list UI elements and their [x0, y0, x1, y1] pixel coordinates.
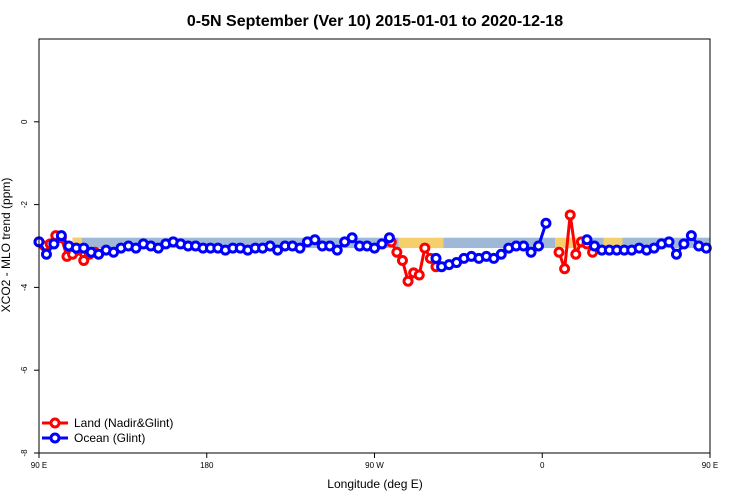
legend-marker — [49, 417, 61, 429]
y-tick-label: -6 — [20, 366, 29, 374]
band-4 — [555, 237, 589, 249]
band-0 — [72, 237, 399, 249]
land-point — [564, 209, 576, 221]
y-tick-label: 0 — [20, 119, 29, 124]
ocean-point — [376, 238, 388, 250]
y-axis: 0 -2 -4 -6 -8 — [20, 119, 39, 457]
ocean-point — [55, 230, 67, 242]
x-tick-label: 0 — [540, 461, 545, 470]
land-point — [570, 248, 582, 260]
ocean-point — [383, 232, 395, 244]
ocean-point — [40, 248, 52, 260]
ocean-point — [700, 242, 712, 254]
ocean-point — [294, 242, 306, 254]
legend-label: Ocean (Glint) — [74, 431, 145, 445]
x-tick-label: 180 — [200, 461, 214, 470]
land-point — [396, 254, 408, 266]
land-point — [402, 275, 414, 287]
ocean-point — [685, 230, 697, 242]
x-tick-label: 90 W — [365, 461, 384, 470]
ocean-point — [670, 248, 682, 260]
x-axis-label: Longitude (deg E) — [327, 477, 422, 491]
ocean-point — [346, 232, 358, 244]
land-point — [553, 246, 565, 258]
ocean-point — [581, 234, 593, 246]
x-tick-label: 90 E — [702, 461, 718, 470]
land-point — [78, 254, 90, 266]
ocean-point — [525, 246, 537, 258]
y-tick-label: -8 — [20, 449, 29, 457]
ocean-point — [533, 240, 545, 252]
ocean-point — [430, 252, 442, 264]
ocean-point — [540, 217, 552, 229]
ocean-point — [331, 244, 343, 256]
y-axis-label: XCO2 - MLO trend (ppm) — [0, 178, 13, 313]
ocean-point — [678, 238, 690, 250]
ocean-point — [309, 234, 321, 246]
land-point — [559, 263, 571, 275]
y-tick-label: -2 — [20, 200, 29, 208]
x-axis: 90 E 180 90 W 0 90 E — [31, 453, 718, 470]
y-tick-label: -4 — [20, 283, 29, 291]
ocean-point — [518, 240, 530, 252]
land-point — [413, 269, 425, 281]
chart-title: 0-5N September (Ver 10) 2015-01-01 to 20… — [187, 13, 563, 30]
legend-marker — [49, 432, 61, 444]
x-tick-label: 90 E — [31, 461, 47, 470]
band-6 — [603, 237, 623, 249]
band-3 — [443, 237, 556, 249]
legend-label: Land (Nadir&Glint) — [74, 416, 173, 430]
ocean-point — [495, 248, 507, 260]
land-point — [419, 242, 431, 254]
series-layer — [33, 209, 712, 287]
legend: Land (Nadir&Glint)Ocean (Glint) — [42, 416, 173, 445]
ocean-point — [48, 238, 60, 250]
land-point — [391, 246, 403, 258]
band-2 — [398, 237, 444, 249]
ocean-point — [663, 236, 675, 248]
